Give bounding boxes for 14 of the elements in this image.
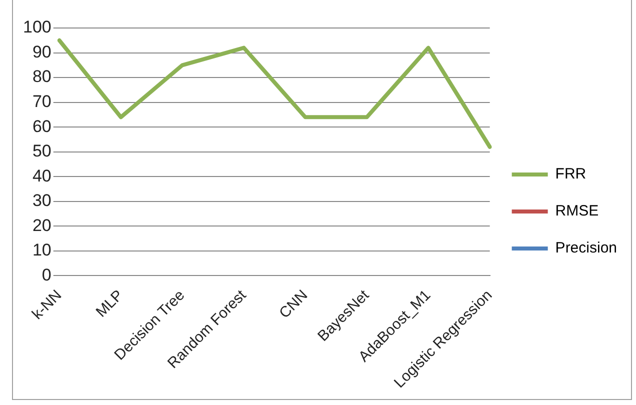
y-tick-label: 30 bbox=[32, 191, 52, 210]
y-tick-label: 40 bbox=[32, 166, 52, 186]
y-tick-label: 80 bbox=[32, 67, 52, 86]
y-tick-label: 50 bbox=[32, 142, 52, 161]
y-tick-label: 70 bbox=[32, 92, 52, 111]
y-tick-label: 20 bbox=[32, 216, 52, 235]
y-tick-label: 60 bbox=[32, 116, 52, 136]
legend-label: FRR bbox=[555, 166, 586, 183]
y-tick-label: 100 bbox=[22, 18, 52, 37]
legend-label: RMSE bbox=[555, 202, 599, 220]
y-tick-label: 90 bbox=[32, 42, 52, 62]
y-tick-label: 10 bbox=[32, 240, 52, 260]
y-tick-label: 0 bbox=[42, 265, 52, 284]
legend-label: Precision bbox=[555, 240, 618, 257]
